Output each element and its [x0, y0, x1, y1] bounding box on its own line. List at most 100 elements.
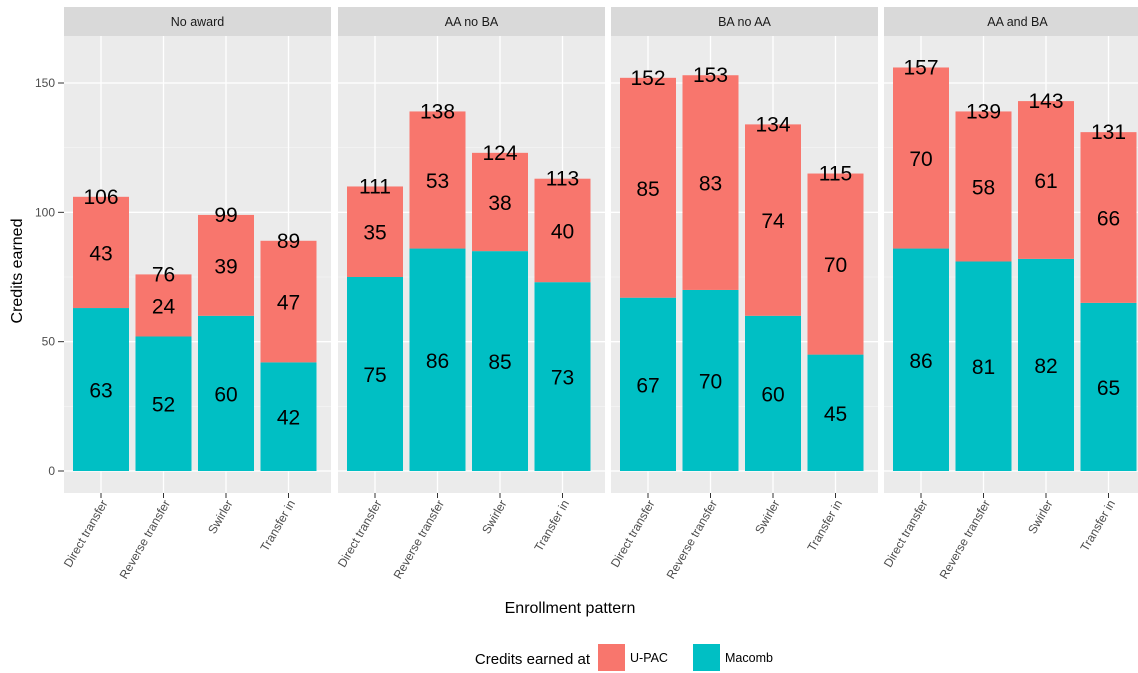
upac-value-label: 47 [277, 292, 300, 315]
legend-key-swatch [693, 644, 720, 671]
upac-value-label: 24 [152, 295, 176, 318]
total-value-label: 152 [630, 67, 665, 90]
total-value-label: 157 [903, 56, 938, 79]
x-tick-label: Reverse transfer [664, 498, 720, 582]
macomb-value-label: 86 [909, 350, 932, 373]
upac-value-label: 85 [636, 178, 659, 201]
macomb-value-label: 52 [152, 394, 175, 417]
bar-segment-macomb [893, 248, 949, 471]
upac-value-label: 58 [972, 176, 995, 199]
panels-layer: No award 63 43 106 Direct transfer 52 24 76 Reve… [61, 7, 1138, 581]
total-value-label: 115 [819, 163, 852, 186]
y-tick-label: 50 [42, 335, 56, 349]
upac-value-label: 43 [89, 242, 112, 265]
macomb-value-label: 60 [214, 383, 237, 406]
total-value-label: 99 [214, 204, 237, 227]
upac-value-label: 70 [824, 254, 847, 277]
y-tick-label: 100 [35, 205, 55, 219]
facet-panel: No award 63 43 106 Direct transfer 52 24 76 Reve… [61, 7, 331, 581]
bar-segment-upac [409, 111, 466, 249]
macomb-value-label: 82 [1034, 355, 1057, 378]
facet-strip [611, 7, 878, 36]
bar-segment-upac [347, 186, 403, 277]
macomb-value-label: 65 [1097, 377, 1120, 400]
y-axis-title: Credits earned [9, 219, 26, 324]
x-tick-label: Swirler [752, 498, 782, 537]
x-tick-label: Direct transfer [881, 498, 931, 570]
bar-segment-macomb [620, 297, 676, 471]
x-tick-label: Direct transfer [335, 498, 385, 570]
bar-segment-macomb [745, 315, 801, 471]
macomb-value-label: 70 [699, 370, 722, 393]
bar-segment-upac [745, 124, 801, 316]
upac-value-label: 74 [761, 210, 785, 233]
macomb-value-label: 67 [636, 374, 659, 397]
y-tick-label: 0 [48, 464, 55, 478]
facet-strip-label: AA no BA [445, 15, 499, 29]
x-tick-label: Direct transfer [608, 498, 658, 570]
bar-segment-macomb [135, 336, 192, 471]
bar-segment-upac [198, 214, 254, 316]
legend-title: Credits earned at [475, 651, 591, 668]
facet-panel: AA no BA 75 35 111 Direct transfer 86 53 138 Rev… [335, 7, 605, 581]
upac-value-label: 40 [551, 220, 574, 243]
upac-value-label: 53 [426, 170, 449, 193]
upac-value-label: 35 [363, 222, 386, 245]
total-value-label: 111 [359, 175, 391, 198]
total-value-label: 139 [966, 100, 1001, 123]
upac-value-label: 38 [488, 192, 511, 215]
bar-segment-macomb [534, 282, 591, 471]
bar-segment-upac [893, 67, 949, 249]
legend-key-label: Macomb [725, 651, 773, 665]
bar-segment-upac [73, 196, 129, 309]
bar-segment-upac [682, 75, 739, 290]
upac-value-label: 66 [1097, 208, 1120, 231]
legend: Credits earned at U-PAC Macomb [475, 644, 773, 671]
bar-segment-upac [260, 240, 317, 363]
facet-strip [338, 7, 605, 36]
total-value-label: 138 [420, 100, 455, 123]
x-tick-label: Transfer in [1078, 498, 1119, 554]
x-tick-label: Transfer in [532, 498, 573, 554]
upac-value-label: 70 [909, 148, 932, 171]
x-tick-label: Reverse transfer [117, 498, 173, 582]
bar-segment-upac [135, 274, 192, 337]
macomb-value-label: 75 [363, 364, 386, 387]
facet-strip [884, 7, 1138, 36]
upac-value-label: 61 [1034, 170, 1057, 193]
upac-value-label: 83 [699, 173, 722, 196]
upac-value-label: 39 [214, 255, 237, 278]
bar-segment-macomb [1080, 302, 1137, 471]
total-value-label: 134 [755, 113, 790, 136]
bar-segment-macomb [73, 308, 129, 471]
macomb-value-label: 86 [426, 350, 449, 373]
bar-segment-macomb [347, 277, 403, 471]
bar-segment-upac [534, 178, 591, 283]
x-tick-label: Direct transfer [61, 498, 111, 570]
x-tick-label: Swirler [205, 498, 235, 537]
y-axis: 0 50 100 150 [35, 76, 64, 478]
bar-segment-macomb [472, 251, 528, 471]
bar-segment-upac [955, 111, 1012, 262]
bar-segment-macomb [1018, 258, 1074, 471]
macomb-value-label: 60 [761, 383, 784, 406]
y-tick-label: 150 [35, 76, 55, 90]
x-tick-label: Swirler [1025, 498, 1055, 537]
x-tick-label: Reverse transfer [937, 498, 993, 582]
bar-segment-macomb [409, 248, 466, 471]
x-tick-label: Swirler [479, 498, 509, 537]
bar-segment-macomb [682, 289, 739, 471]
total-value-label: 76 [152, 263, 175, 286]
total-value-label: 131 [1091, 121, 1126, 144]
legend-key-swatch [598, 644, 625, 671]
macomb-value-label: 81 [972, 356, 995, 379]
facet-strip-label: BA no AA [718, 15, 771, 29]
facet-strip [64, 7, 331, 36]
legend-key-label: U-PAC [630, 651, 668, 665]
macomb-value-label: 45 [824, 403, 847, 426]
bar-segment-upac [807, 173, 864, 355]
macomb-value-label: 63 [89, 380, 112, 403]
macomb-value-label: 73 [551, 367, 574, 390]
total-value-label: 153 [693, 64, 728, 87]
